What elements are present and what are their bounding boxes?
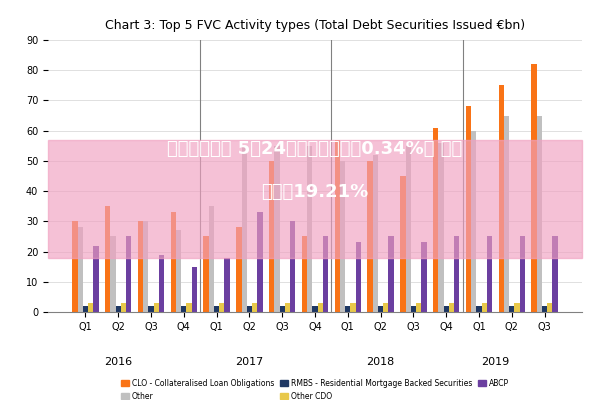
- Bar: [219, 303, 224, 312]
- Bar: [159, 254, 164, 312]
- Bar: [532, 64, 537, 312]
- Bar: [302, 236, 307, 312]
- Bar: [553, 236, 558, 312]
- Bar: [466, 106, 471, 312]
- Bar: [383, 303, 388, 312]
- Bar: [176, 230, 181, 312]
- Text: 2017: 2017: [235, 357, 263, 367]
- Bar: [203, 236, 209, 312]
- Bar: [537, 116, 542, 312]
- Bar: [340, 161, 345, 312]
- Bar: [280, 306, 285, 312]
- Bar: [345, 306, 350, 312]
- Bar: [110, 236, 116, 312]
- Bar: [77, 227, 83, 312]
- Bar: [236, 227, 242, 312]
- Bar: [93, 246, 98, 312]
- Bar: [105, 206, 110, 312]
- Title: Chart 3: Top 5 FVC Activity types (Total Debt Securities Issued €bn): Chart 3: Top 5 FVC Activity types (Total…: [105, 19, 525, 32]
- Bar: [307, 146, 313, 312]
- Bar: [443, 306, 449, 312]
- Text: 2016: 2016: [104, 357, 132, 367]
- Bar: [148, 306, 154, 312]
- Bar: [499, 85, 504, 312]
- Bar: [187, 303, 191, 312]
- Bar: [514, 303, 520, 312]
- Bar: [313, 306, 317, 312]
- Bar: [209, 206, 214, 312]
- Bar: [542, 306, 547, 312]
- Bar: [388, 236, 394, 312]
- Bar: [411, 306, 416, 312]
- Bar: [416, 303, 421, 312]
- Text: 配资平台网站 5月24日维格转冂下跌0.34%， 转股: 配资平台网站 5月24日维格转冂下跌0.34%， 转股: [167, 140, 463, 158]
- Bar: [400, 176, 406, 312]
- Bar: [126, 236, 131, 312]
- Bar: [520, 236, 525, 312]
- Bar: [323, 236, 328, 312]
- Bar: [482, 303, 487, 312]
- Bar: [335, 140, 340, 312]
- Bar: [88, 303, 93, 312]
- Bar: [224, 258, 230, 312]
- Bar: [449, 303, 454, 312]
- Text: 溢价率19.21%: 溢价率19.21%: [262, 183, 368, 201]
- Bar: [116, 306, 121, 312]
- Bar: [274, 146, 280, 312]
- Text: 2018: 2018: [367, 357, 395, 367]
- Bar: [285, 303, 290, 312]
- Bar: [487, 236, 492, 312]
- Bar: [121, 303, 126, 312]
- Bar: [247, 306, 252, 312]
- Bar: [367, 161, 373, 312]
- Bar: [350, 303, 356, 312]
- Bar: [170, 212, 176, 312]
- Bar: [421, 242, 427, 312]
- Bar: [257, 212, 263, 312]
- Bar: [290, 221, 295, 312]
- Bar: [72, 221, 77, 312]
- Text: 2019: 2019: [481, 357, 509, 367]
- Bar: [356, 242, 361, 312]
- Bar: [143, 221, 148, 312]
- Bar: [83, 306, 88, 312]
- Bar: [317, 303, 323, 312]
- Bar: [48, 140, 582, 258]
- Bar: [252, 303, 257, 312]
- Bar: [242, 146, 247, 312]
- Bar: [154, 303, 159, 312]
- Bar: [454, 236, 460, 312]
- Bar: [191, 267, 197, 312]
- Bar: [509, 306, 514, 312]
- Bar: [439, 143, 443, 312]
- Bar: [138, 221, 143, 312]
- Bar: [433, 128, 439, 312]
- Bar: [269, 161, 274, 312]
- Bar: [476, 306, 482, 312]
- Bar: [373, 155, 378, 312]
- Bar: [406, 146, 411, 312]
- Bar: [214, 306, 219, 312]
- Legend: CLO - Collateralised Loan Obligations, Other, RMBS - Residential Mortgage Backed: CLO - Collateralised Loan Obligations, O…: [118, 376, 512, 400]
- Bar: [181, 306, 187, 312]
- Bar: [547, 303, 553, 312]
- Bar: [504, 116, 509, 312]
- Bar: [471, 131, 476, 312]
- Bar: [378, 306, 383, 312]
